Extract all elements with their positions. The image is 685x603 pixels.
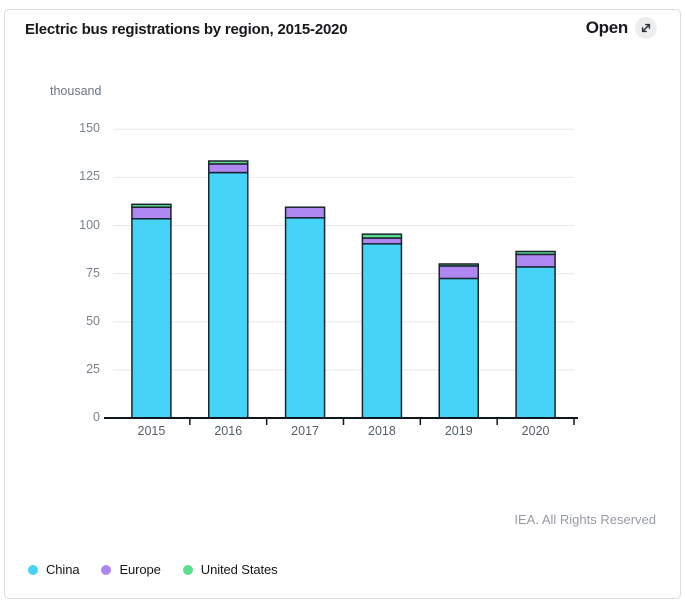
legend-label: Europe [119, 562, 161, 577]
bar-segment-2016-united-states[interactable] [208, 160, 249, 165]
bar-segment-2019-united-states[interactable] [438, 263, 479, 267]
x-tick-label-2017: 2017 [291, 424, 319, 438]
bar-segment-2020-united-states[interactable] [515, 250, 556, 256]
bar-segment-2020-china[interactable] [515, 266, 556, 419]
copyright-note: IEA. All Rights Reserved [514, 512, 656, 527]
y-tick-label-0: 0 [93, 410, 100, 424]
bar-segment-2019-china[interactable] [438, 277, 479, 419]
legend-label: United States [200, 562, 278, 577]
y-tick-label-150: 150 [79, 121, 100, 136]
y-tick-label-100: 100 [79, 217, 100, 232]
bar-segment-2015-united-states[interactable] [131, 203, 172, 208]
y-tick-label-50: 50 [86, 313, 100, 328]
legend: China Europe United States [28, 562, 278, 577]
legend-item-united-states[interactable]: United States [182, 562, 278, 577]
bar-segment-2017-europe[interactable] [284, 206, 326, 219]
bar-segment-2016-china[interactable] [208, 171, 249, 419]
open-button-label: Open [585, 18, 629, 37]
chart-title: Electric bus registrations by region, 20… [25, 21, 348, 38]
bar-segment-2019-europe[interactable] [438, 265, 479, 280]
bar-segment-2016-europe[interactable] [208, 163, 249, 174]
bar-segment-2020-europe[interactable] [515, 253, 556, 268]
legend-dot-icon [28, 564, 38, 575]
bar-segment-2018-europe[interactable] [361, 237, 403, 245]
y-tick-label-25: 25 [86, 361, 100, 376]
open-button[interactable]: Open [586, 17, 657, 39]
bar-segment-2018-united-states[interactable] [361, 233, 403, 239]
legend-label: China [46, 562, 80, 577]
x-tick-label-2019: 2019 [444, 424, 473, 438]
legend-item-europe[interactable]: Europe [101, 562, 161, 577]
x-tick-label-2018: 2018 [368, 424, 396, 438]
bar-segment-2018-china[interactable] [361, 243, 403, 419]
bar-segment-2015-europe[interactable] [131, 206, 172, 220]
x-tick-label-2020: 2020 [521, 424, 550, 438]
bar-segment-2015-china[interactable] [131, 218, 172, 419]
x-tick-label-2015: 2015 [137, 424, 166, 438]
legend-dot-icon [101, 564, 112, 575]
legend-item-china[interactable]: China [28, 562, 80, 577]
y-tick-label-75: 75 [86, 265, 100, 280]
y-tick-label-125: 125 [79, 169, 100, 184]
bar-segment-2017-china[interactable] [284, 217, 326, 419]
expand-diagonal-arrow-icon[interactable] [635, 17, 657, 39]
plot-area [104, 128, 578, 425]
chart-card [4, 9, 681, 599]
x-tick-label-2016: 2016 [214, 424, 243, 438]
legend-dot-icon [182, 564, 193, 575]
y-axis-unit-label: thousand [50, 84, 102, 98]
